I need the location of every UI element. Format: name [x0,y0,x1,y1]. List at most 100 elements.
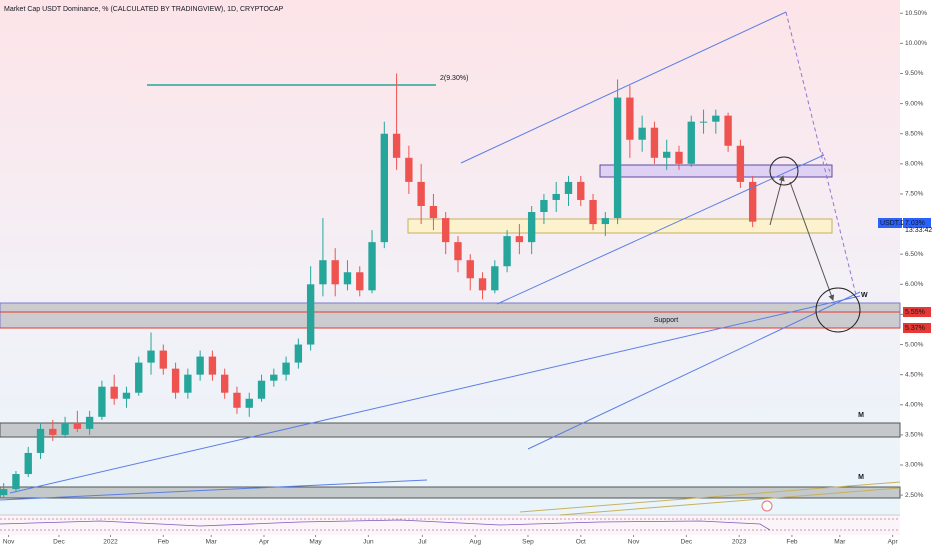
candle-body [73,422,82,429]
candle-body [687,121,695,164]
countdown: 13:33:42 [905,227,932,234]
x-tick-label: Jun [363,539,374,546]
candle-body [454,242,462,261]
symbol-badge-box [878,218,902,228]
price-badge: 5.55% [905,309,925,316]
y-tick-label: 10.00% [905,40,927,47]
x-tick-label: Dec [681,539,693,546]
candle-body [270,374,278,381]
price-badge: 7.03% [905,220,925,227]
candle-body [613,97,622,219]
candle-body [442,218,450,243]
x-tick-label: Jul [418,539,427,546]
candle-body [552,193,560,200]
drawing-line [559,487,901,516]
candle-body [159,350,167,369]
symbol-badge: USDT.D [880,220,905,227]
candle-body [343,272,352,285]
y-tick-label: 5.00% [905,341,924,348]
event-icon [761,500,773,512]
x-tick-label: Oct [576,539,586,546]
candle-body [601,218,610,225]
candle-body [589,199,597,225]
candle-body [49,428,57,435]
drawing-circle [769,156,799,186]
support-label: Support [654,317,679,324]
zone [0,422,901,438]
candle-body [282,362,290,375]
candle-body [319,260,327,285]
candle-body [171,368,180,393]
pattern-label: W [861,292,868,299]
candle-body [356,272,364,291]
candle-body [233,392,241,408]
candle-body [577,181,585,200]
candle-body [638,127,646,140]
candle-body [429,206,438,219]
candle-body [466,260,474,279]
candle-body [380,133,388,243]
candle-body [527,212,536,243]
rsi-line [0,519,771,531]
drawing-line [789,181,835,301]
candle-body [478,278,487,291]
candle-body [184,374,192,393]
y-tick-label: 6.00% [905,281,924,288]
candle-body [392,133,401,158]
x-tick-label: 2023 [732,539,747,546]
x-tick-label: Feb [158,539,170,546]
rsi-pane [0,515,900,535]
drawing-line [519,481,901,513]
candle-body [110,386,118,399]
y-tick-label: 3.50% [905,432,924,439]
x-tick-label: Apr [259,539,270,546]
candle-body [564,181,573,194]
candle-body [405,157,413,182]
drawing-line [0,479,428,501]
candle-body [699,121,708,123]
candle-body [331,260,339,285]
x-tick-label: Nov [628,539,640,546]
price-badge-box [903,218,931,228]
x-tick-label: Apr [888,539,899,546]
candle-body [208,356,217,375]
x-tick-label: Sep [522,539,534,546]
candle-body [245,398,253,408]
candle-body [712,115,720,122]
zone [407,218,833,234]
price-axis [900,0,932,550]
drawing-line [460,11,787,164]
candle-body [147,350,155,363]
price-badge-box [903,323,931,333]
candle-body [122,392,131,399]
pattern-label: M [858,412,864,419]
price-badge: 5.37% [905,325,925,332]
candle-body [98,386,106,417]
x-tick-label: Mar [834,539,846,546]
y-tick-label: 9.00% [905,100,924,107]
y-tick-label: 9.50% [905,70,924,77]
candle-body [196,356,204,375]
pattern-label: M [858,474,864,481]
fib-label: 2(9.30%) [440,75,468,82]
zone [599,164,833,178]
candle-body [503,236,511,267]
x-tick-label: Aug [469,539,481,546]
candle-body [491,266,499,291]
x-tick-label: 2022 [103,539,118,546]
chart-title: Market Cap USDT Dominance, % (CALCULATED… [4,6,284,13]
x-tick-label: Nov [3,539,15,546]
candle-body [515,236,524,243]
candle-body [221,374,229,393]
y-tick-label: 7.50% [905,191,924,198]
y-tick-label: 10.50% [905,10,927,17]
zone [0,486,901,499]
drawing-circle [815,287,861,333]
candle-body [650,127,659,158]
y-tick-label: 6.50% [905,251,924,258]
candle-body [85,416,94,429]
candle-body [36,428,45,453]
candle-body [626,97,634,140]
candle-body [12,474,20,490]
x-tick-label: Mar [206,539,218,546]
